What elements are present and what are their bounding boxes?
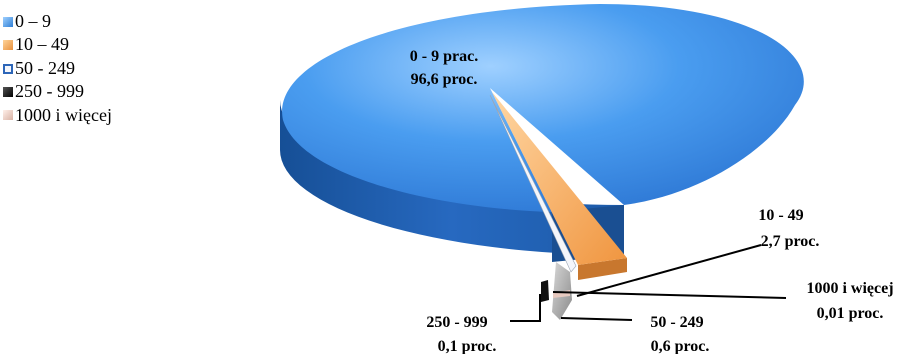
label-250-999-value: 0,1 proc. (438, 338, 497, 354)
label-10-49-name: 10 - 49 (758, 207, 803, 224)
leader-line-250-999 (510, 294, 541, 322)
legend-item-0-9: 0 – 9 (3, 10, 112, 33)
legend-item-250-999: 250 - 999 (3, 80, 112, 103)
slice-50-249 (489, 94, 577, 273)
legend-swatch-1000 (3, 110, 13, 121)
legend-swatch-10-49 (3, 40, 13, 51)
label-0-9-name: 0 - 9 prac. (410, 48, 478, 65)
label-1000-name: 1000 i więcej (806, 280, 893, 297)
legend-item-1000: 1000 i więcej (3, 104, 112, 127)
legend-label-250-999: 250 - 999 (15, 81, 84, 102)
slice-10-49 (492, 92, 627, 280)
label-50-249-value: 0,6 proc. (651, 338, 710, 354)
label-10-49-value: 2,7 proc. (761, 233, 820, 250)
label-50-249-name: 50 - 249 (650, 314, 703, 331)
label-250-999-name: 250 - 999 (426, 314, 487, 331)
slice-0-9-top (282, 4, 804, 212)
legend-item-50-249: 50 - 249 (3, 57, 112, 80)
legend-swatch-250-999 (3, 86, 13, 97)
leader-line-1000 (552, 291, 787, 299)
slice-0-9-side (280, 100, 624, 255)
leader-line-10-49 (576, 244, 762, 297)
legend-item-10-49: 10 – 49 (3, 33, 112, 56)
legend-label-50-249: 50 - 249 (15, 57, 75, 78)
slice-0-9 (280, 4, 804, 262)
chart-legend: 0 – 9 10 – 49 50 - 249 250 - 999 1000 i … (3, 10, 112, 127)
slice-250-999 (541, 280, 549, 302)
slice-wedge-side (552, 262, 572, 320)
slice-10-49-side (578, 258, 627, 280)
legend-label-1000: 1000 i więcej (15, 104, 112, 125)
legend-label-10-49: 10 – 49 (15, 34, 69, 55)
legend-swatch-50-249 (3, 63, 13, 74)
label-1000-value: 0,01 proc. (817, 305, 884, 322)
leader-line-50-249 (560, 317, 633, 321)
legend-label-0-9: 0 – 9 (15, 11, 51, 31)
slice-10-49-top (492, 92, 627, 265)
label-0-9-value: 96,6 proc. (411, 71, 478, 88)
legend-swatch-0-9 (3, 16, 13, 27)
